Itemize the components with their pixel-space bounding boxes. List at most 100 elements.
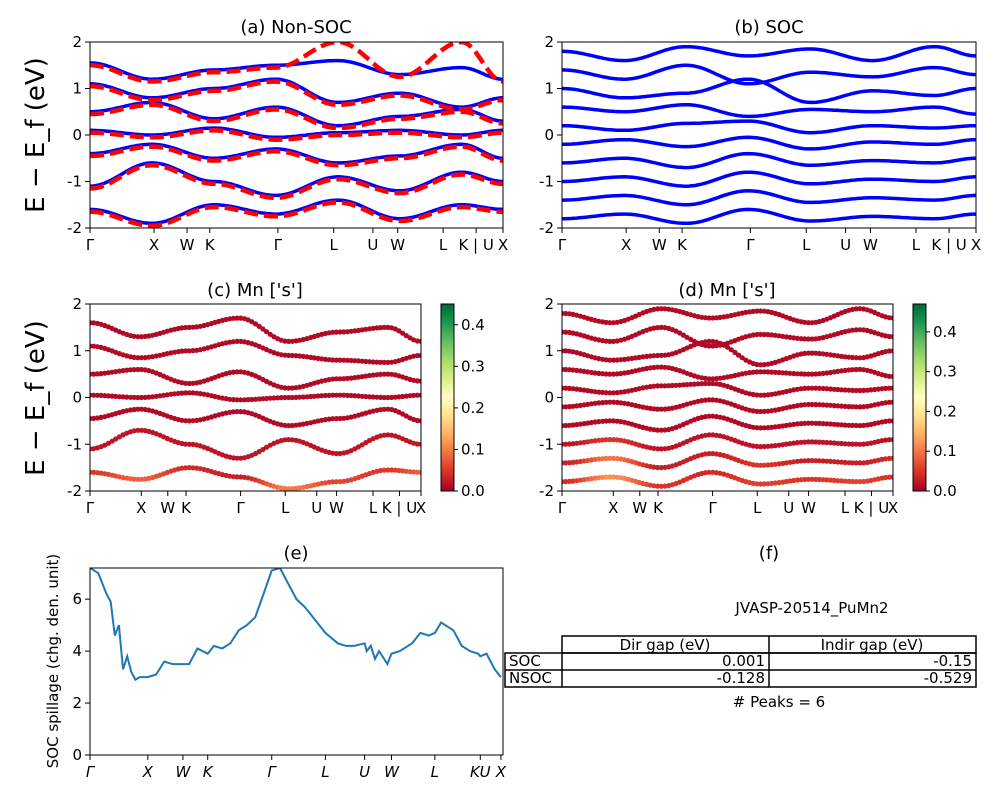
band-point-d — [724, 344, 731, 350]
band-point-d — [890, 348, 893, 354]
band-point-c — [330, 392, 336, 398]
band-point-c — [249, 396, 255, 403]
band-point-c — [337, 329, 343, 335]
band-point-d — [710, 376, 716, 382]
band-line-b-solid-5 — [562, 135, 976, 151]
band-point-c — [286, 423, 292, 429]
band-point-c — [91, 392, 97, 398]
panel-a-xtick-label: Γ — [86, 236, 95, 254]
band-point-d — [805, 320, 812, 326]
panel-b-xtick-label: Γ — [558, 236, 567, 254]
band-line-a-dashed-2 — [90, 102, 503, 131]
band-point-d — [816, 439, 823, 445]
band-point-d — [563, 404, 569, 410]
band-point-c — [135, 355, 141, 361]
band-point-c — [260, 326, 266, 332]
band-point-c — [377, 359, 384, 365]
panel-b-xtick-label: Γ — [746, 236, 755, 254]
band-point-d — [820, 402, 826, 408]
band-point-d — [835, 440, 841, 446]
band-point-c — [282, 338, 288, 344]
band-point-d — [754, 369, 760, 375]
panel-a-xtick-label: W — [180, 236, 195, 254]
band-point-c — [238, 397, 244, 403]
panel-e-frame — [89, 567, 504, 756]
band-point-d — [886, 399, 892, 405]
band-point-d — [662, 383, 668, 389]
panel-e-xtick-label: W — [384, 763, 400, 781]
band-point-c — [385, 467, 391, 473]
band-point-d — [890, 385, 893, 391]
panel-e-xtick-label: W — [176, 763, 192, 781]
band-line-a-dashed-1 — [90, 79, 503, 112]
panel-b-ytick-label: 1 — [544, 80, 554, 98]
band-point-d — [655, 352, 661, 359]
band-point-d — [655, 446, 661, 452]
band-point-d — [805, 401, 812, 408]
band-point-d — [702, 380, 709, 387]
band-point-c — [418, 378, 421, 384]
band-point-d — [824, 477, 830, 483]
band-point-c — [344, 392, 350, 398]
band-point-c — [286, 338, 292, 344]
band-point-c — [352, 358, 358, 364]
panel-c-ytick-label: -1 — [67, 435, 82, 453]
band-point-d — [758, 369, 764, 375]
band-point-d — [820, 477, 826, 483]
band-point-c — [333, 479, 339, 485]
band-point-d — [658, 406, 664, 412]
band-point-c — [186, 465, 192, 471]
band-point-d — [802, 458, 808, 464]
band-point-c — [124, 394, 130, 400]
band-line-a-dashed-6 — [90, 200, 503, 228]
band-point-c — [245, 397, 251, 403]
table-row-nsoc-indir: -0.529 — [924, 669, 972, 687]
band-line-b-solid-8 — [562, 189, 976, 207]
band-point-d — [816, 420, 823, 426]
band-point-d — [695, 381, 701, 387]
band-point-d — [886, 437, 892, 443]
band-point-d — [842, 403, 848, 409]
band-point-d — [655, 483, 661, 489]
band-point-c — [297, 394, 303, 400]
band-point-c — [348, 392, 354, 399]
panel-c-xtick-label: X — [136, 499, 146, 517]
band-point-c — [304, 394, 310, 400]
band-point-d — [857, 423, 863, 429]
band-point-d — [610, 390, 617, 396]
band-point-d — [853, 355, 859, 361]
band-point-d — [655, 406, 661, 412]
band-point-c — [355, 393, 362, 399]
band-point-d — [754, 443, 760, 449]
band-point-d — [658, 306, 664, 312]
band-point-d — [607, 474, 613, 480]
band-point-d — [842, 459, 848, 466]
band-point-d — [809, 385, 815, 391]
band-point-c — [418, 441, 421, 447]
band-point-d — [838, 387, 845, 393]
band-point-d — [835, 422, 841, 428]
band-line-b-solid-0 — [562, 44, 976, 63]
panel-c-xtick-label: X — [416, 499, 426, 517]
band-point-c — [333, 416, 339, 422]
band-point-d — [805, 458, 812, 464]
band-point-d — [758, 481, 764, 487]
band-point-c — [238, 409, 244, 415]
panel-d-xtick-label: Γ — [708, 499, 717, 517]
table-row-nsoc-dir: -0.128 — [717, 669, 765, 687]
panel-c-xtick-label: Γ — [86, 499, 95, 517]
band-point-d — [849, 354, 856, 361]
band-point-c — [418, 392, 421, 398]
panel-c-frame — [89, 303, 422, 492]
panel-e-xtick-label: Γ — [268, 763, 278, 781]
panel-a-ytick-label: 0 — [72, 126, 82, 144]
panel-a-xtick-label: W — [390, 236, 405, 254]
band-point-d — [655, 464, 661, 471]
band-point-d — [890, 418, 893, 424]
band-point-c — [289, 394, 295, 401]
band-point-c — [238, 474, 244, 480]
band-point-d — [809, 371, 815, 377]
band-point-d — [849, 422, 856, 428]
colorbar-d-tick-label: 0.4 — [933, 323, 957, 341]
band-point-d — [820, 385, 826, 392]
